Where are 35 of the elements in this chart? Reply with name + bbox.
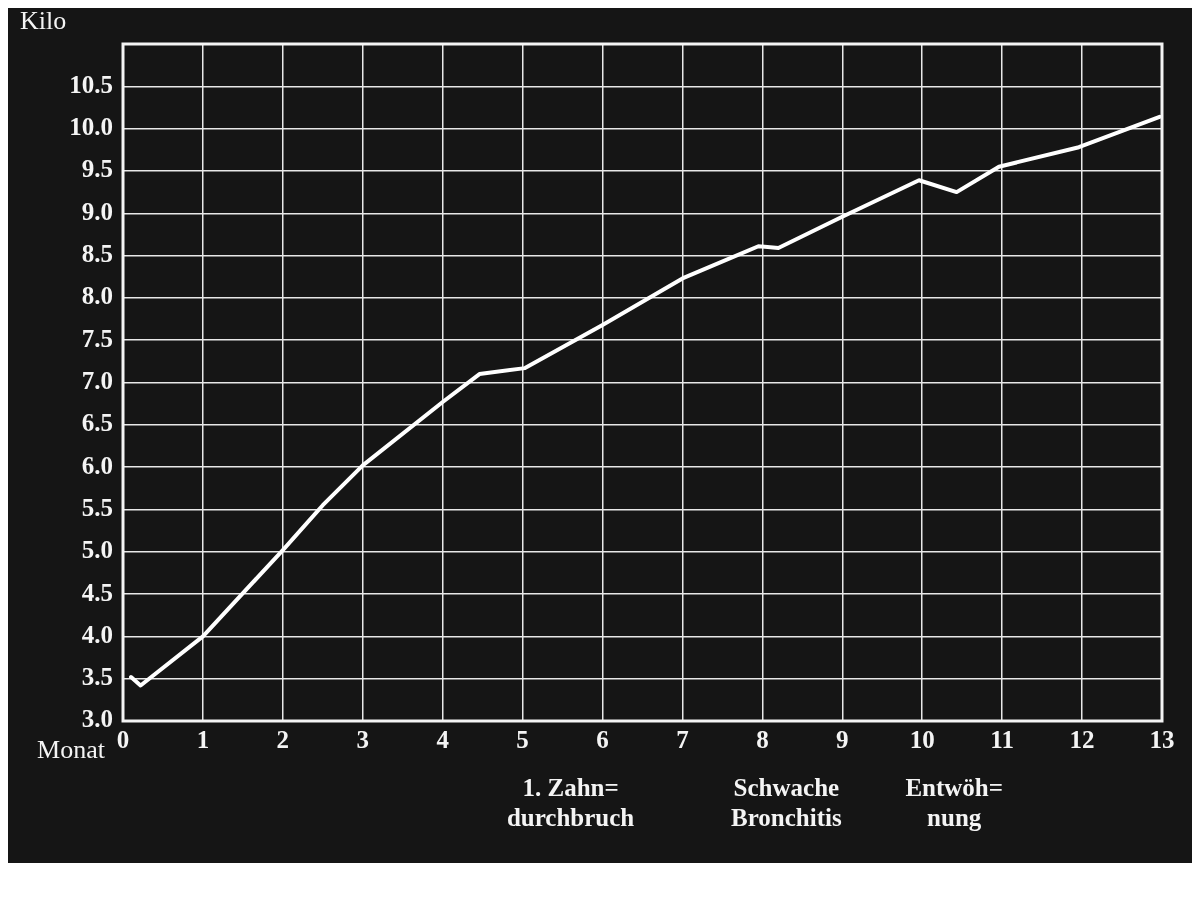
- y-tick-label: 4.5: [81, 578, 113, 606]
- y-tick-label: 8.5: [81, 240, 113, 268]
- x-tick-label: 1: [196, 726, 210, 754]
- y-tick-label: 6.5: [81, 409, 113, 437]
- x-tick-label: 5: [516, 726, 529, 754]
- x-tick-label: 7: [676, 726, 689, 754]
- x-tick-label: 11: [990, 726, 1014, 754]
- y-tick-label: 3.5: [81, 663, 113, 691]
- y-tick-label: 8.0: [81, 282, 113, 310]
- x-tick-label: 0: [116, 726, 130, 754]
- y-tick-label: 9.0: [81, 197, 113, 225]
- x-tick-label: 3: [356, 726, 370, 754]
- y-tick-label: 10.0: [69, 113, 113, 141]
- x-tick-label: 2: [276, 726, 290, 754]
- x-tick-label: 9: [836, 726, 849, 754]
- y-axis-title: Kilo: [20, 5, 67, 35]
- y-tick-label: 4.0: [81, 620, 113, 648]
- x-tick-label: 8: [756, 726, 769, 754]
- x-tick-label: 6: [596, 726, 609, 754]
- text: 1. Zahn= durchbruch: [506, 774, 635, 832]
- text: Entwöh= nung: [905, 774, 1003, 832]
- text: Schwache Bronchitis: [731, 774, 842, 832]
- y-tick-label: 7.5: [81, 324, 113, 352]
- y-tick-label: 9.5: [81, 155, 113, 183]
- y-tick-label: 7.0: [81, 366, 113, 394]
- y-tick-label: 5.5: [81, 493, 113, 521]
- x-tick-label: 12: [1069, 726, 1095, 754]
- y-tick-label: 10.5: [69, 70, 113, 98]
- y-tick-label: 5.0: [81, 536, 113, 564]
- y-tick-label: 3.0: [81, 705, 113, 733]
- x-tick-label: 13: [1149, 726, 1175, 754]
- x-tick-label: 4: [436, 726, 450, 754]
- y-tick-label: 6.0: [81, 451, 113, 479]
- x-axis-title: Monat: [37, 734, 106, 764]
- x-tick-label: 10: [909, 726, 935, 754]
